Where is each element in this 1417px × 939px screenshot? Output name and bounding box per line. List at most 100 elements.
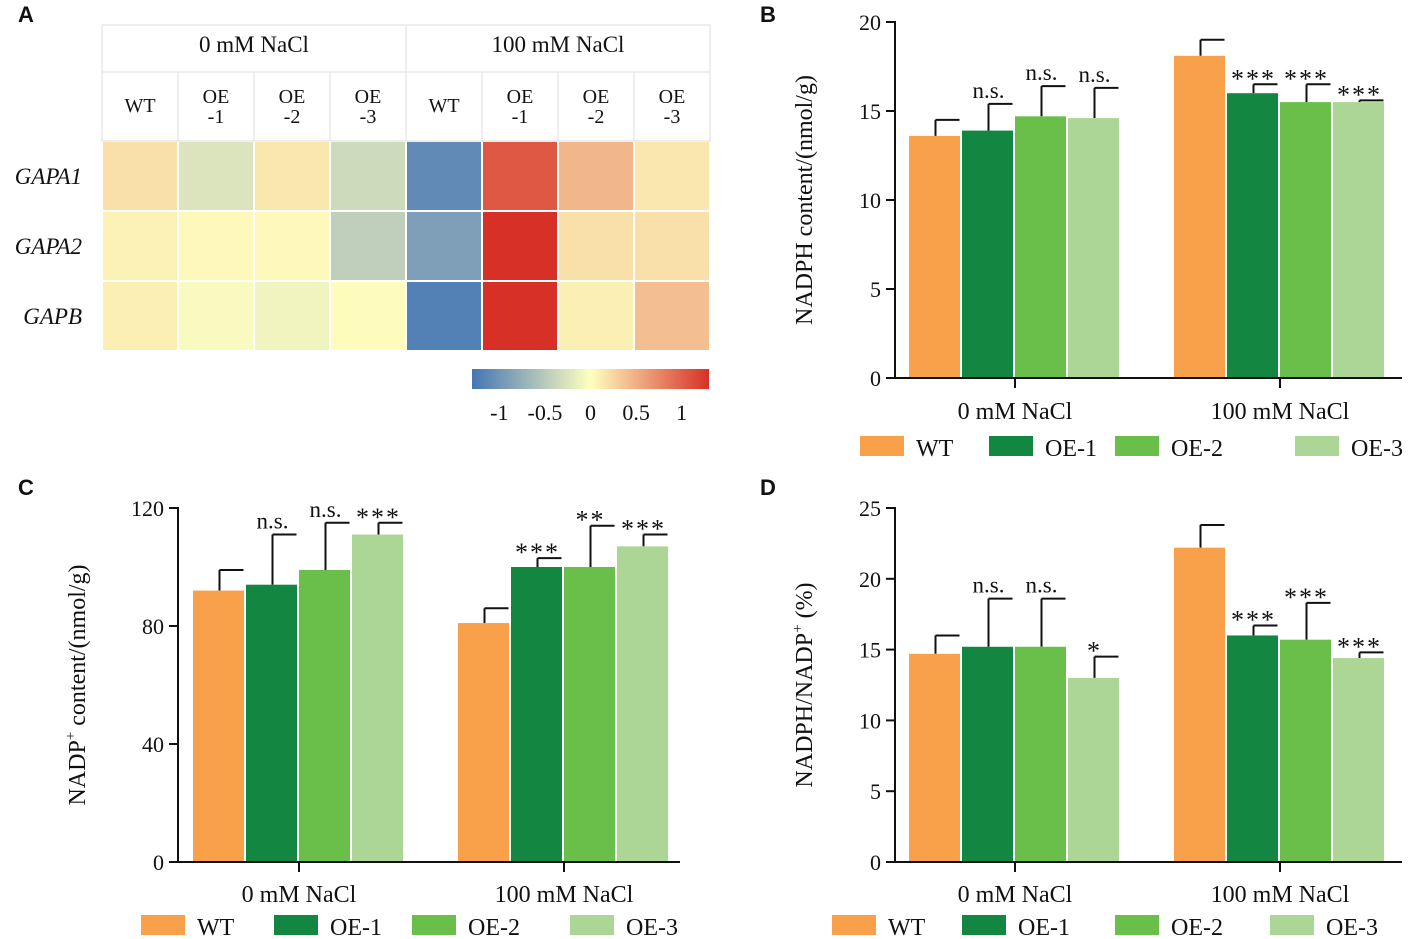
significance-label: ** [576, 506, 606, 535]
y-axis-label-main: NADPH content/(nmol/g) [792, 75, 818, 325]
legend-swatch-oe-1 [962, 915, 1006, 935]
y-tick-label: 10 [859, 708, 881, 733]
bar-oe-3 [1068, 118, 1119, 378]
x-category-label: 0 mM NaCl [242, 882, 357, 908]
legend-label: WT [916, 436, 954, 462]
significance-label: *** [1231, 64, 1276, 93]
legend-label: OE-1 [1018, 915, 1070, 939]
panel-b-nadph-chart: B 0 5 10 15 20 NADPH content/(nmol/g) n.s. n.s. n… [760, 2, 1403, 462]
y-axis-label-tail: content/(nmol/g) [65, 564, 91, 731]
bar-oe-2 [1280, 102, 1331, 377]
bar-oe-2 [299, 569, 350, 861]
y-tick-label: 15 [859, 99, 881, 124]
heatmap-cell [635, 212, 709, 280]
colorbar-tick-label: 0.5 [622, 400, 650, 425]
bar-wt [458, 623, 509, 861]
significance-label: n.s. [973, 573, 1005, 598]
y-axis-label: NADPH/NADP+ (%) [790, 582, 818, 787]
legend-swatch-oe-3 [1270, 915, 1314, 935]
y-axis-label: NADP+ content/(nmol/g) [63, 564, 91, 805]
panel-d-ratio-chart: D 0 5 10 15 20 25 NADPH/NADP+ (%) n.s. n.s. * 0 mM … [760, 475, 1402, 939]
heatmap-column-label: OE [203, 86, 230, 108]
legend-swatch-oe-2 [1115, 915, 1159, 935]
legend-swatch-oe-3 [1295, 436, 1339, 456]
legend-label: OE-1 [330, 915, 382, 939]
y-tick-label: 120 [131, 496, 164, 521]
heatmap-cell [559, 142, 633, 210]
colorbar-tick-label: 0 [585, 400, 596, 425]
panel-letter-c: C [18, 475, 34, 500]
heatmap-cell [103, 142, 177, 210]
significance-label: *** [621, 515, 666, 544]
panel-letter-d: D [760, 475, 776, 500]
legend-swatch-oe-2 [412, 915, 456, 935]
y-tick-label: 20 [859, 10, 881, 35]
significance-label: *** [515, 538, 560, 567]
significance-label: *** [1284, 64, 1329, 93]
bar-wt [909, 653, 960, 861]
panel-letter-a: A [18, 2, 34, 27]
bar-oe-3 [617, 546, 668, 861]
heatmap-cell [179, 142, 253, 210]
significance-label: *** [1337, 632, 1382, 661]
significance-label: n.s. [973, 78, 1005, 103]
heatmap-cell [483, 142, 557, 210]
significance-label: n.s. [1026, 60, 1058, 85]
y-tick-label: 25 [859, 496, 881, 521]
significance-label: *** [1337, 80, 1382, 109]
significance-label: n.s. [1079, 62, 1111, 87]
heatmap-cell [483, 212, 557, 280]
bar-wt [909, 135, 960, 377]
y-axis-label: NADPH content/(nmol/g) [792, 75, 818, 325]
heatmap-cell [635, 282, 709, 350]
y-axis-label-main: NADPH/NADP [792, 633, 818, 788]
legend-label: WT [888, 915, 926, 939]
bar-oe-1 [962, 646, 1013, 861]
legend-label: OE-2 [1171, 436, 1223, 462]
bar-oe-3 [1333, 658, 1384, 861]
heatmap-column-label-suffix: -2 [588, 106, 605, 128]
y-tick-label: 5 [870, 277, 881, 302]
legend-label: WT [197, 915, 235, 939]
heatmap-row-label: GAPB [23, 304, 82, 329]
significance-label: *** [1231, 606, 1276, 635]
heatmap-row-label: GAPA2 [15, 234, 82, 259]
heatmap-column-label: OE [507, 86, 534, 108]
y-tick-label: 0 [870, 366, 881, 391]
legend-label: OE-1 [1045, 436, 1097, 462]
heatmap-cell [103, 212, 177, 280]
heatmap-row-label: GAPA1 [15, 164, 82, 189]
legend-label: OE-2 [1171, 915, 1223, 939]
heatmap-cell [103, 282, 177, 350]
bar-oe-2 [1280, 639, 1331, 861]
heatmap-column-label-suffix: -1 [512, 106, 529, 128]
panel-letter-b: B [760, 2, 776, 27]
heatmap-column-label: OE [659, 86, 686, 108]
significance-label: *** [1284, 583, 1329, 612]
bar-wt [1174, 55, 1225, 377]
heatmap-cell [559, 282, 633, 350]
heatmap-cell [559, 212, 633, 280]
heatmap-cell [483, 282, 557, 350]
legend-label: OE-3 [1326, 915, 1378, 939]
x-category-label: 0 mM NaCl [958, 882, 1073, 908]
colorbar [472, 369, 709, 389]
y-axis-label-superscript: + [790, 624, 806, 632]
heatmap-column-label-suffix: -1 [208, 106, 225, 128]
y-tick-label: 40 [142, 732, 164, 757]
bar-oe-2 [1015, 116, 1066, 377]
significance-label: *** [356, 503, 401, 532]
heatmap-cell [407, 282, 481, 350]
y-axis-label-tail: (%) [792, 582, 818, 624]
legend-swatch-oe-1 [989, 436, 1033, 456]
bar-oe-1 [1227, 635, 1278, 861]
y-tick-label: 15 [859, 638, 881, 663]
colorbar-tick-label: -0.5 [528, 400, 563, 425]
heatmap-cell [407, 212, 481, 280]
heatmap-group-label: 100 mM NaCl [492, 32, 625, 57]
legend-swatch-wt [832, 915, 876, 935]
heatmap-cell [255, 282, 329, 350]
legend-label: OE-3 [1351, 436, 1403, 462]
